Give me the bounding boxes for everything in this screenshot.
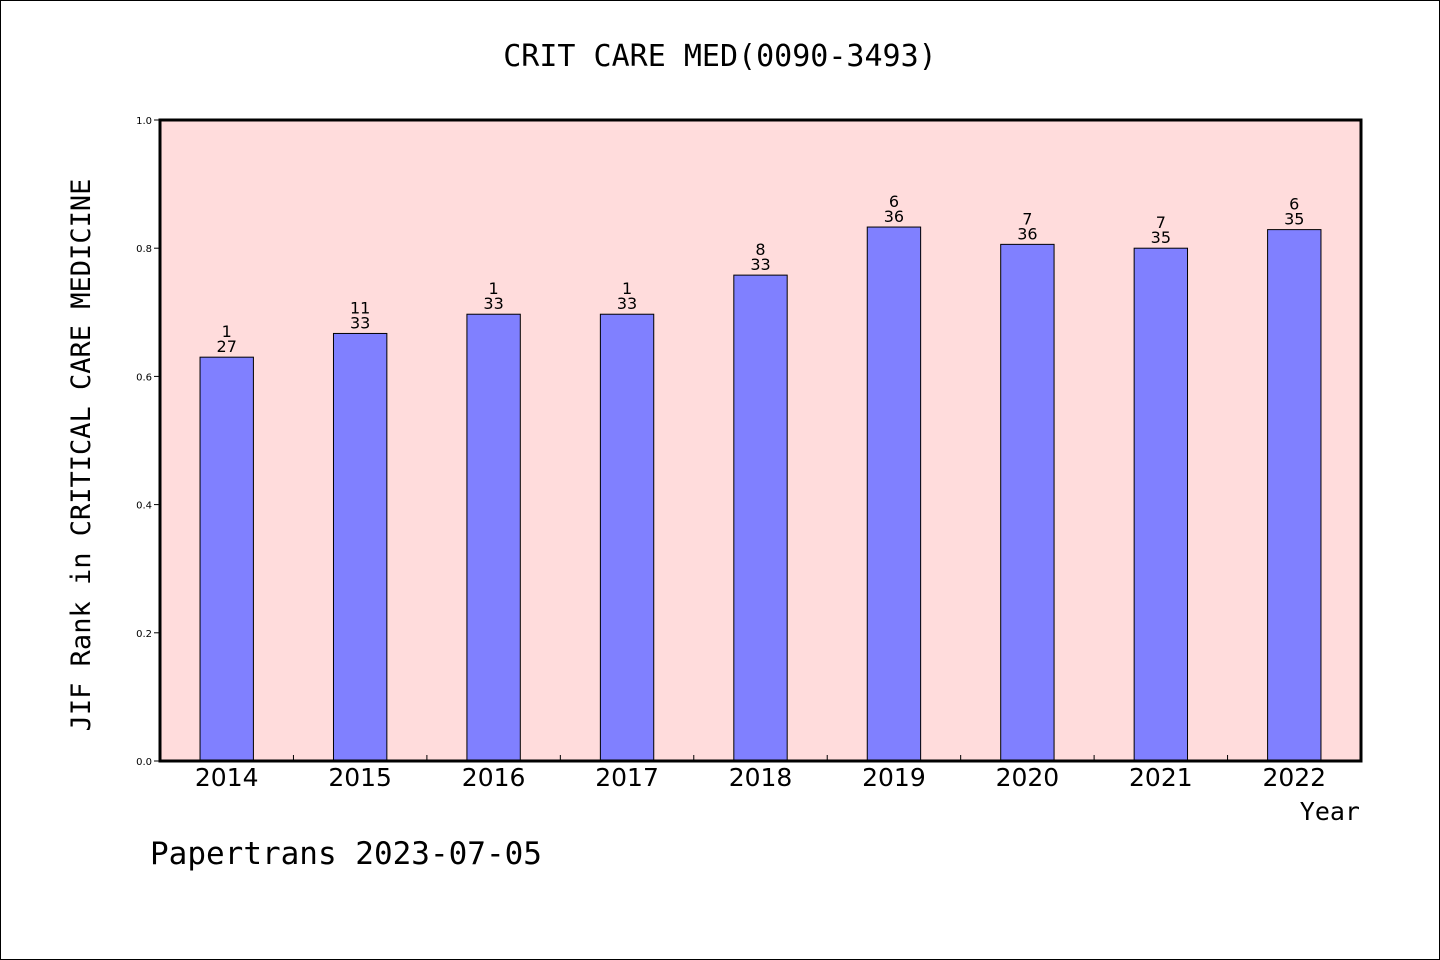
bar — [733, 274, 788, 762]
x-tick-label: 2018 — [729, 763, 793, 792]
bar-rank-label: 1 — [622, 279, 632, 298]
bar-rank-label: 1 — [222, 322, 232, 341]
bar — [332, 332, 388, 762]
y-tick-label: 1.0 — [136, 116, 152, 127]
bar — [1000, 243, 1055, 762]
bar-total-label: 33 — [483, 294, 503, 313]
bar-rank-label: 6 — [1289, 195, 1299, 214]
bar-rank-label: 11 — [350, 298, 370, 317]
bar-total-label: 33 — [617, 294, 637, 313]
bar — [466, 313, 521, 762]
y-axis-ticks: 0.0 0.2 0.4 0.6 0.8 1.0 — [136, 116, 160, 768]
x-tick-label: 2022 — [1262, 763, 1326, 792]
y-tick-label: 0.6 — [136, 372, 152, 383]
bar-total-label: 27 — [217, 337, 237, 356]
bar-total-label: 33 — [350, 313, 370, 332]
bar — [599, 313, 655, 762]
bar — [866, 226, 922, 762]
x-tick-label: 2019 — [862, 763, 926, 792]
bar-rank-label: 8 — [755, 240, 765, 259]
x-tick-label: 2014 — [195, 763, 259, 792]
x-tick-label: 2015 — [328, 763, 392, 792]
bar-total-label: 33 — [750, 255, 770, 274]
plot-border — [158, 118, 1363, 763]
bar-rank-label: 6 — [889, 192, 899, 211]
bar-total-label: 36 — [884, 207, 904, 226]
bar — [1133, 247, 1189, 762]
x-tick-label: 2016 — [462, 763, 526, 792]
chart-title: CRIT CARE MED(0090-3493) — [503, 39, 936, 74]
y-tick-label: 0.2 — [136, 629, 152, 640]
footer-credit: Papertrans 2023-07-05 — [150, 836, 542, 872]
x-tick-label: 2020 — [996, 763, 1060, 792]
bar-total-label: 35 — [1284, 210, 1304, 229]
bar-total-label: 35 — [1151, 228, 1171, 247]
y-axis-label: JIF Rank in CRITICAL CARE MEDICINE — [66, 179, 97, 732]
y-tick-label: 0.0 — [136, 757, 152, 768]
x-axis-ticks: 2014 2015 2016 2017 2018 2019 2020 2021 2022 — [195, 755, 1326, 792]
bar-rank-label: 7 — [1156, 213, 1166, 232]
bar — [199, 356, 254, 762]
x-tick-label: 2021 — [1129, 763, 1193, 792]
y-tick-label: 0.8 — [136, 244, 152, 255]
y-tick-label: 0.4 — [136, 501, 152, 512]
x-axis-label: Year — [1300, 797, 1360, 826]
bar-rank-label: 7 — [1022, 209, 1032, 228]
bar — [1267, 229, 1322, 762]
bar-total-label: 36 — [1017, 224, 1037, 243]
x-tick-label: 2017 — [595, 763, 659, 792]
bar-rank-label: 1 — [489, 279, 499, 298]
